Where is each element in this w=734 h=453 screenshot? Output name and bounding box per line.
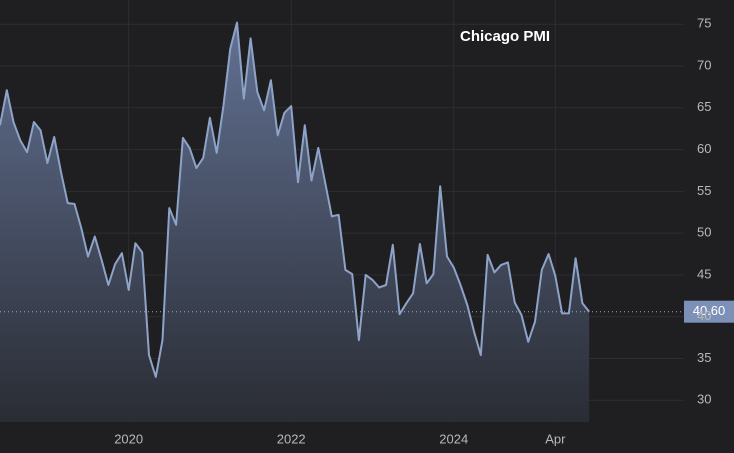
y-tick-label: 70	[697, 57, 711, 72]
y-tick-label: 30	[697, 392, 711, 407]
y-tick-label: 60	[697, 141, 711, 156]
y-tick-label: 45	[697, 266, 711, 281]
y-tick-label: 65	[697, 99, 711, 114]
area	[0, 22, 590, 422]
y-tick-label: 55	[697, 183, 711, 198]
line	[0, 21, 590, 378]
last-value-box	[684, 300, 734, 323]
x-tick-label: 2024	[439, 431, 468, 446]
last-value-label: 40.60	[693, 303, 726, 318]
y-tick-label: 75	[697, 16, 711, 31]
y-tick-label: 35	[697, 350, 711, 365]
chart-title: Chicago PMI	[460, 28, 550, 45]
x-tick-label: 2020	[114, 431, 143, 446]
x-tick-label: 2022	[277, 431, 306, 446]
x-tick-label: Apr	[545, 431, 566, 446]
y-tick-label: 50	[697, 225, 711, 240]
y-tick-label: 40	[697, 308, 711, 323]
